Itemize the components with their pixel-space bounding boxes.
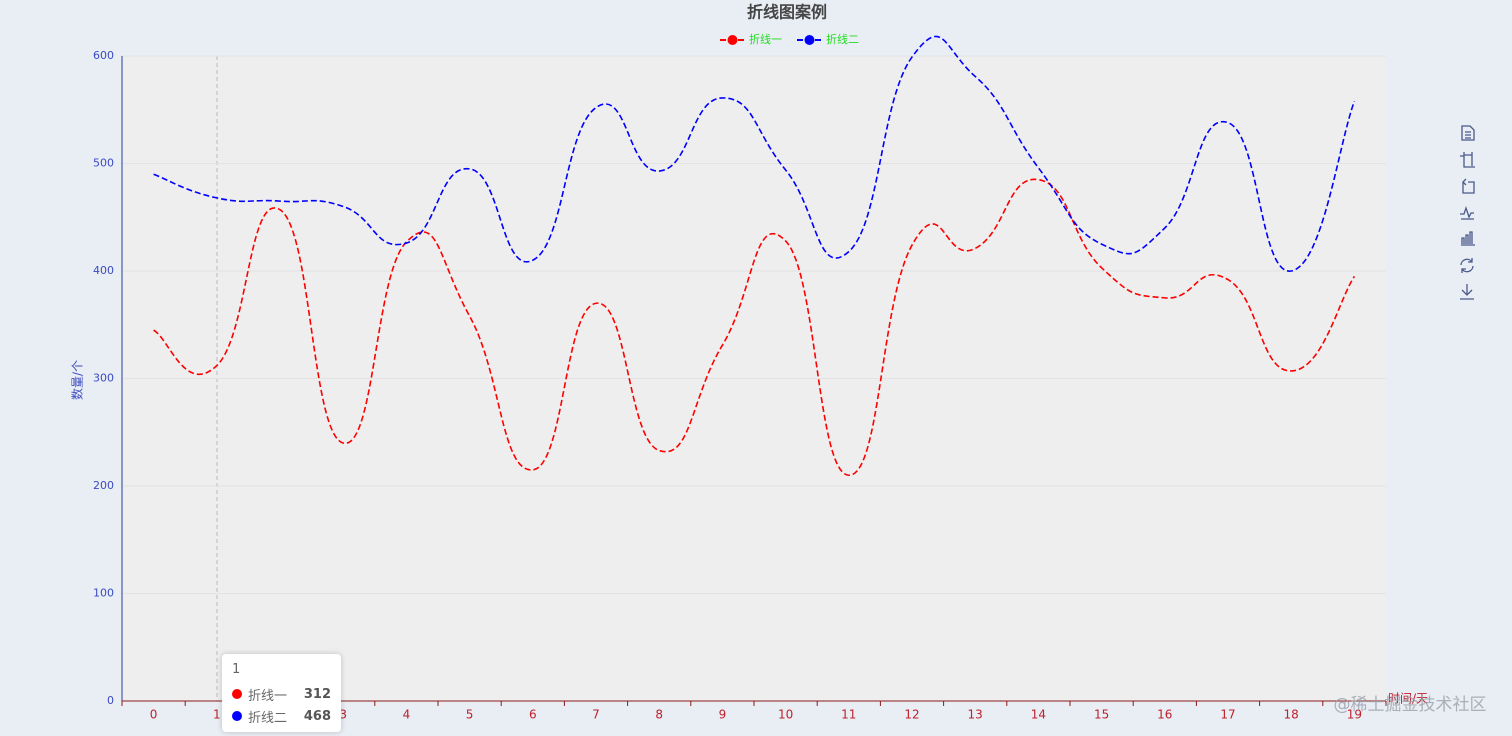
- y-tick-label: 100: [93, 587, 114, 600]
- tool-save[interactable]: [1460, 284, 1474, 300]
- tool-bar[interactable]: [1461, 231, 1475, 246]
- y-tick-label: 200: [93, 479, 114, 492]
- tool-zoom[interactable]: [1460, 152, 1475, 168]
- tooltip-row: 折线二 468: [232, 705, 331, 727]
- x-tick-label: 13: [968, 708, 983, 722]
- x-tick-label: 18: [1284, 708, 1299, 722]
- x-axis-label: 时间/天: [1388, 692, 1428, 706]
- tooltip-dot: [232, 711, 242, 721]
- x-tick-label: 17: [1220, 708, 1235, 722]
- tooltip-value: 468: [303, 708, 331, 724]
- tooltip-title: 1: [232, 662, 241, 677]
- x-tick-label: 1: [213, 708, 221, 722]
- line-series: [153, 35, 1356, 272]
- legend: 折线一 折线二: [720, 32, 859, 46]
- legend-label: 折线二: [826, 32, 859, 46]
- x-tick-label: 8: [655, 708, 663, 722]
- x-tick-label: 9: [719, 708, 727, 722]
- x-tick-label: 10: [778, 708, 793, 722]
- x-tick-label: 14: [1031, 708, 1046, 722]
- y-tick-label: 600: [93, 49, 114, 62]
- tool-data-view[interactable]: [1461, 125, 1475, 141]
- tooltip: 1 折线一 312 折线二 468: [222, 654, 341, 732]
- tooltip-series: 折线二: [248, 710, 288, 726]
- x-tick-label: 7: [592, 708, 600, 722]
- x-tick-label: 19: [1347, 708, 1362, 722]
- x-tick-label: 6: [529, 708, 537, 722]
- plot: 0100200300400500600012345678910111213141…: [93, 35, 1387, 722]
- legend-icon: [804, 35, 815, 45]
- tool-zoom-back[interactable]: [1462, 178, 1475, 194]
- line-series: [153, 178, 1356, 477]
- tooltip-dot: [232, 689, 242, 699]
- legend-label: 折线一: [749, 32, 782, 46]
- x-tick-label: 12: [904, 708, 919, 722]
- x-tick-label: 0: [150, 708, 158, 722]
- y-tick-label: 0: [107, 694, 114, 707]
- x-tick-label: 15: [1094, 708, 1109, 722]
- tool-restore[interactable]: [1460, 258, 1474, 273]
- tool-line[interactable]: [1460, 205, 1474, 220]
- legend-icon: [727, 35, 738, 45]
- x-tick-label: 3: [339, 708, 347, 722]
- watermark: @稀土掘金技术社区: [1334, 695, 1487, 715]
- tooltip-series: 折线一: [248, 688, 288, 704]
- x-tick-label: 4: [403, 708, 411, 722]
- x-tick-label: 5: [466, 708, 474, 722]
- y-tick-label: 300: [93, 372, 114, 385]
- y-tick-label: 500: [93, 157, 114, 170]
- tooltip-value: 312: [303, 686, 331, 702]
- tooltip-row: 折线一 312: [232, 683, 331, 705]
- chart-title: 折线图案例: [747, 3, 827, 22]
- toolbox: [1460, 125, 1475, 300]
- y-tick-label: 400: [93, 264, 114, 277]
- x-tick-label: 11: [841, 708, 856, 722]
- x-tick-label: 16: [1157, 708, 1172, 722]
- y-axis-label: 数量/个: [70, 360, 85, 400]
